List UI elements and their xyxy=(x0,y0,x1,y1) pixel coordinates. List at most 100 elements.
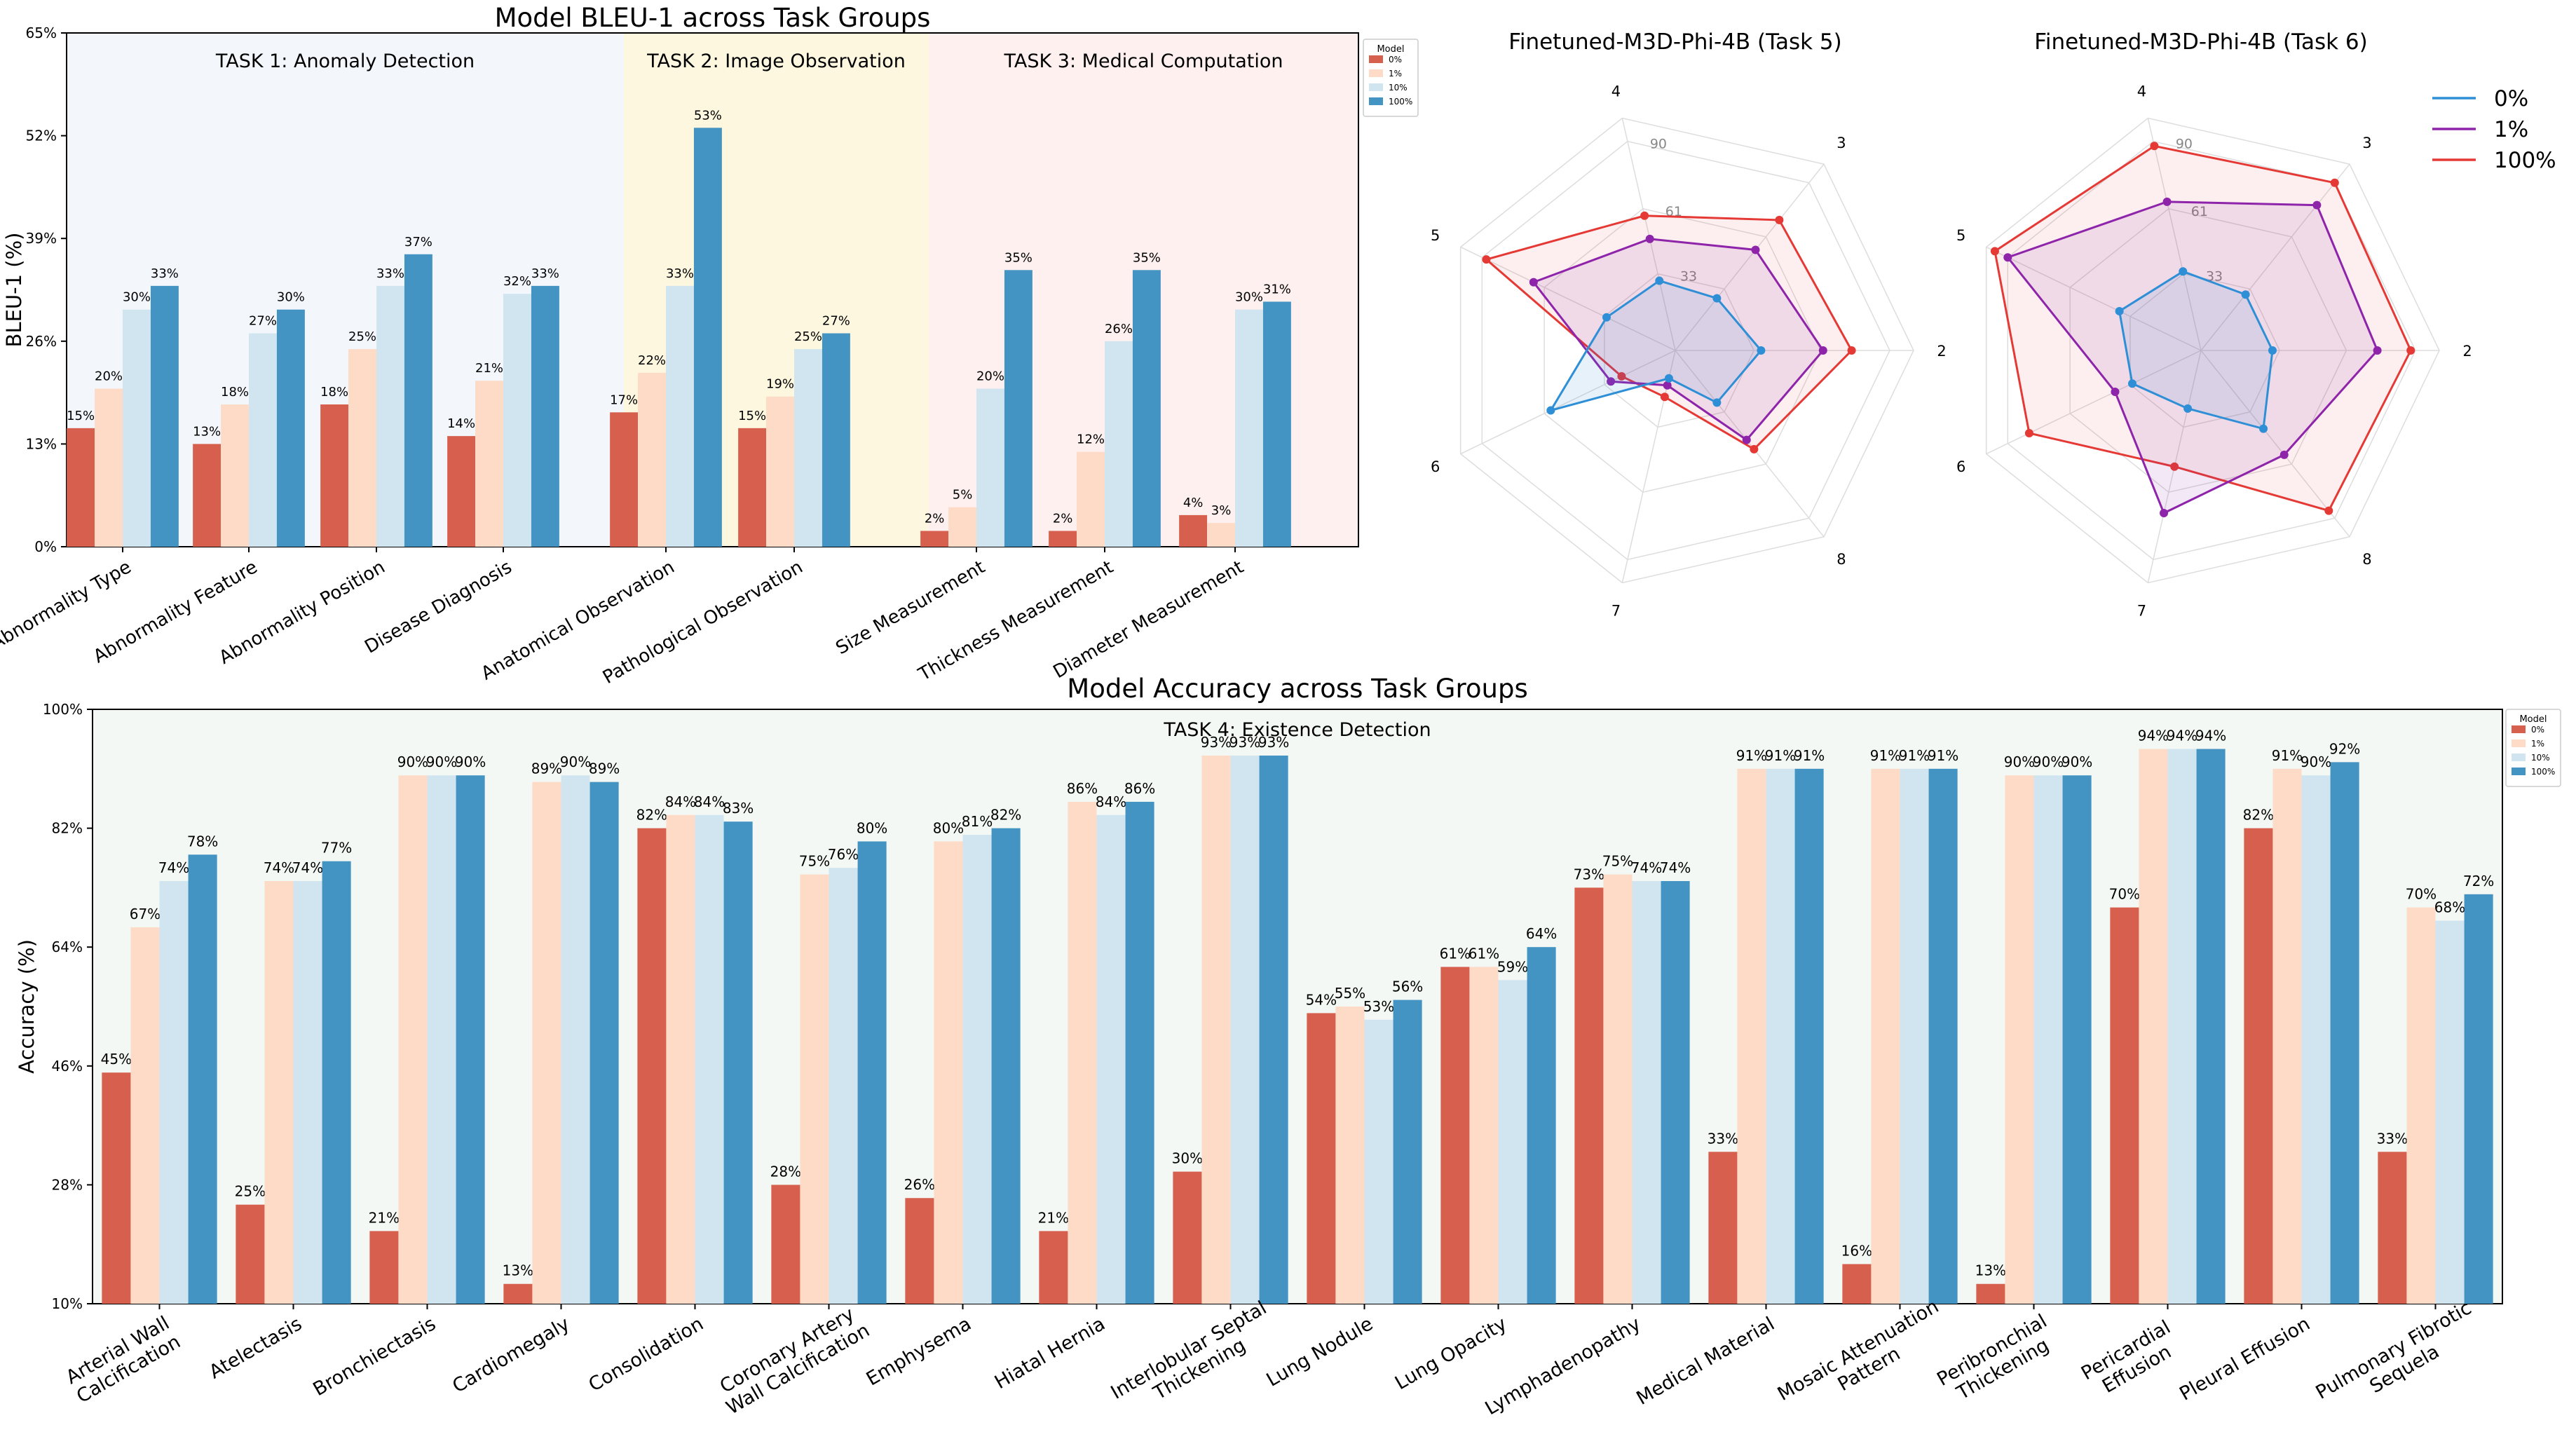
bar-value-label: 74% xyxy=(264,859,294,876)
x-tick-label: Hiatal Hernia xyxy=(991,1313,1109,1393)
bar-value-label: 70% xyxy=(2109,886,2140,903)
bar-value-label: 30% xyxy=(123,290,151,305)
bar-value-label: 91% xyxy=(1765,747,1796,764)
bar xyxy=(561,775,590,1304)
radar-point xyxy=(1660,393,1669,402)
bar xyxy=(2301,775,2331,1304)
bar-value-label: 18% xyxy=(320,385,348,400)
bar-value-label: 2% xyxy=(1053,511,1073,526)
radar-point xyxy=(1750,444,1759,453)
bar-value-label: 55% xyxy=(1335,985,1365,1002)
radar-axis-label: 7 xyxy=(1611,602,1621,619)
radar-point xyxy=(2259,424,2268,433)
radar-grid-ring xyxy=(1543,207,1822,493)
bar-value-label: 21% xyxy=(475,361,503,376)
bar-value-label: 53% xyxy=(694,108,722,123)
bar-value-label: 93% xyxy=(1201,734,1232,751)
bar-value-label: 26% xyxy=(1105,322,1133,336)
x-tick-label: Interlobular SeptalThickening xyxy=(1108,1297,1281,1422)
radar-axis-label: 8 xyxy=(1836,551,1846,568)
bar-value-label: 33% xyxy=(1708,1130,1738,1147)
radar-point xyxy=(1757,346,1766,355)
bar xyxy=(1105,341,1133,547)
radar-axis-label: 4 xyxy=(1611,83,1621,100)
bar xyxy=(695,814,724,1304)
x-tick-label-line: Emphysema xyxy=(863,1313,975,1390)
legend-swatch xyxy=(2512,753,2526,761)
bar xyxy=(1527,947,1556,1304)
bar-value-label: 53% xyxy=(1363,998,1394,1015)
radar-spoke xyxy=(1986,350,2202,455)
radar-spoke xyxy=(1621,118,1676,351)
radar-point xyxy=(1645,234,1654,243)
bar-value-label: 83% xyxy=(723,800,754,817)
x-tick-label-line: Atelectasis xyxy=(205,1313,306,1383)
radar-spoke xyxy=(1460,350,1676,455)
bar-value-label: 84% xyxy=(694,793,725,810)
y-tick-label: 10% xyxy=(52,1295,83,1312)
bar xyxy=(1842,1264,1872,1304)
bar xyxy=(948,507,976,547)
bar xyxy=(1574,887,1604,1304)
bar xyxy=(1077,451,1105,547)
x-tick-label-line: Pathological Observation xyxy=(599,557,807,688)
bar-value-label: 16% xyxy=(1841,1242,1872,1259)
bar-value-label: 5% xyxy=(953,488,973,503)
radar-axis-label: 5 xyxy=(1431,227,1440,244)
radar-point xyxy=(2312,200,2322,210)
group-panel xyxy=(93,709,2502,1304)
accuracy-bar-chart: TASK 4: Existence Detection 10% 28% 46% 64% 8… xyxy=(15,674,2561,1422)
bar-value-label: 80% xyxy=(933,819,964,836)
radar-point xyxy=(2160,509,2169,518)
x-tick-label: Lung Opacity xyxy=(1391,1313,1511,1394)
bar-value-label: 94% xyxy=(2195,728,2226,744)
bar xyxy=(322,861,351,1304)
radar-spoke xyxy=(2200,350,2350,538)
bar-value-label: 25% xyxy=(794,329,822,344)
legend-label: 10% xyxy=(1389,83,1408,93)
radar-axis-label: 4 xyxy=(2137,83,2146,100)
radar-axis-label: 6 xyxy=(1431,458,1440,475)
x-tick-label: PericardialEffusion xyxy=(2078,1316,2185,1403)
bar-value-label: 93% xyxy=(1229,734,1260,751)
legend-swatch xyxy=(1369,83,1383,91)
bar xyxy=(398,775,428,1304)
bar-value-label: 94% xyxy=(2167,728,2197,744)
y-axis-label: Accuracy (%) xyxy=(15,939,39,1074)
bar-value-label: 84% xyxy=(665,793,696,810)
radar-r-tick-label: 90 xyxy=(2176,137,2193,152)
bar-value-label: 27% xyxy=(822,314,850,329)
bar xyxy=(193,444,222,547)
legend-label: 100% xyxy=(2531,767,2555,777)
bar-value-label: 28% xyxy=(770,1163,801,1180)
group-label: TASK 4: Existence Detection xyxy=(1163,719,1431,741)
bar-value-label: 22% xyxy=(638,353,666,368)
y-tick-label: 65% xyxy=(26,25,57,41)
bar-value-label: 35% xyxy=(1133,250,1161,265)
radar-series-area xyxy=(1994,144,2412,512)
legend-label: 0% xyxy=(1389,55,1402,64)
bar-value-label: 90% xyxy=(2062,753,2092,770)
radar-spoke xyxy=(2200,163,2350,351)
bar-value-label: 86% xyxy=(1124,780,1155,797)
bar xyxy=(857,841,887,1304)
legend-label: 1% xyxy=(1389,69,1402,79)
bar xyxy=(2196,749,2226,1304)
legend-swatch xyxy=(1369,97,1383,105)
bar-value-label: 25% xyxy=(235,1183,266,1200)
bar xyxy=(1049,531,1077,547)
bar-value-label: 18% xyxy=(221,385,249,400)
radar-axis-label: 5 xyxy=(1956,227,1965,244)
bar xyxy=(2033,775,2063,1304)
bar xyxy=(2435,920,2465,1304)
radar-point xyxy=(2406,346,2415,355)
x-tick-label-line: Cardiomegaly xyxy=(449,1313,573,1397)
legend-label: 100% xyxy=(2494,148,2556,173)
bar-value-label: 25% xyxy=(348,329,376,344)
legend-label: 100% xyxy=(1389,97,1412,107)
y-tick-label: 52% xyxy=(26,128,57,144)
bar xyxy=(666,814,695,1304)
bar-value-label: 74% xyxy=(158,859,189,876)
bar xyxy=(427,775,456,1304)
bar xyxy=(1201,755,1231,1304)
